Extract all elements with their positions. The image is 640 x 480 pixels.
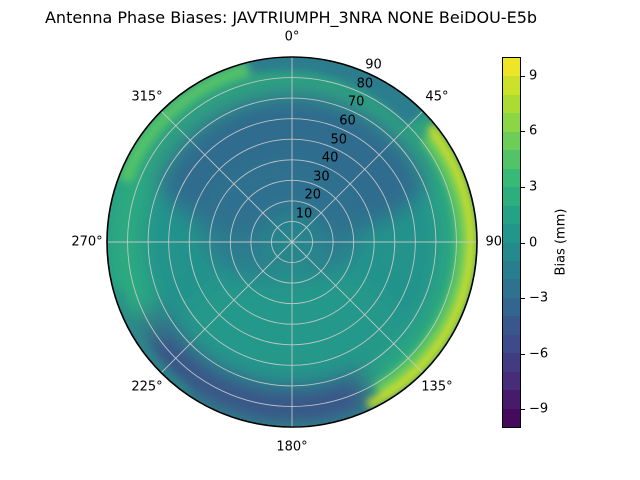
colorbar-band bbox=[503, 242, 520, 261]
colorbar-tick-label: −9 bbox=[529, 401, 549, 417]
theta-label: 45° bbox=[425, 89, 449, 105]
theta-label: 135° bbox=[421, 379, 453, 395]
colorbar bbox=[502, 57, 521, 428]
colorbar-tick-mark bbox=[521, 75, 525, 77]
colorbar-gradient bbox=[503, 58, 520, 428]
r-tick-label: 30 bbox=[313, 169, 330, 185]
contour-south-edge-arc bbox=[114, 288, 192, 397]
theta-label: 225° bbox=[131, 379, 163, 395]
colorbar-tick-mark bbox=[521, 242, 525, 244]
colorbar-band bbox=[503, 94, 520, 114]
colorbar-tick-label: −3 bbox=[529, 290, 549, 306]
colorbar-axis-label: Bias (mm) bbox=[553, 208, 569, 276]
r-tick-label: 90 bbox=[365, 57, 382, 73]
r-tick-label: 50 bbox=[330, 132, 348, 148]
r-tick-label: 60 bbox=[339, 113, 356, 129]
theta-label: 0° bbox=[284, 29, 300, 45]
colorbar-tick-mark bbox=[521, 186, 525, 188]
colorbar-band bbox=[503, 131, 520, 151]
colorbar-tick-mark bbox=[521, 131, 525, 133]
colorbar-tick-label: 9 bbox=[529, 68, 538, 84]
contour-rim-regions bbox=[114, 57, 477, 410]
colorbar-tick-mark bbox=[521, 409, 525, 411]
colorbar-band bbox=[503, 371, 520, 391]
theta-gridline bbox=[160, 241, 293, 374]
colorbar-band bbox=[503, 279, 520, 298]
colorbar-band bbox=[503, 297, 520, 317]
contour-east-green-arc bbox=[373, 131, 472, 398]
colorbar-band bbox=[503, 260, 520, 280]
theta-gridline bbox=[291, 241, 424, 374]
contour-north-rim-arc bbox=[244, 57, 425, 127]
r-tick-label: 40 bbox=[321, 150, 339, 166]
colorbar-tick-mark bbox=[521, 298, 525, 300]
theta-label: 180° bbox=[276, 439, 308, 455]
colorbar-tick-label: 0 bbox=[529, 235, 538, 250]
colorbar-band bbox=[503, 187, 520, 206]
colorbar-band bbox=[503, 334, 520, 354]
r-tick-label: 10 bbox=[295, 206, 313, 222]
colorbar-tick-label: −6 bbox=[529, 346, 549, 362]
colorbar-band bbox=[503, 390, 520, 409]
colorbar-band bbox=[503, 316, 520, 335]
polar-gridlines bbox=[107, 57, 477, 427]
contour-south-navy-arc bbox=[143, 328, 369, 423]
r-tick-label: 70 bbox=[347, 94, 365, 110]
theta-label: 270° bbox=[71, 234, 103, 250]
colorbar-band bbox=[503, 408, 520, 428]
colorbar-band bbox=[503, 150, 520, 169]
r-tick-label: 80 bbox=[356, 76, 374, 92]
theta-label: 315° bbox=[131, 89, 163, 105]
colorbar-band bbox=[503, 113, 520, 132]
colorbar-band bbox=[503, 224, 520, 243]
colorbar-band bbox=[503, 76, 520, 95]
contour-east-yellow-arc bbox=[366, 123, 477, 410]
colorbar-tick-label: 3 bbox=[529, 179, 538, 195]
colorbar-band bbox=[503, 168, 520, 188]
colorbar-band bbox=[503, 353, 520, 372]
chart-title: Antenna Phase Biases: JAVTRIUMPH_3NRA NO… bbox=[44, 8, 538, 27]
r-tick-label: 20 bbox=[304, 187, 322, 203]
polar-spine bbox=[106, 56, 478, 428]
colorbar-band bbox=[503, 58, 520, 77]
contour-nw-green-arc bbox=[118, 59, 262, 184]
theta-gridline bbox=[160, 110, 293, 243]
colorbar-tick-mark bbox=[521, 353, 525, 355]
colorbar-tick-label: 6 bbox=[529, 123, 538, 139]
theta-gridline bbox=[291, 110, 424, 243]
colorbar-band bbox=[503, 205, 520, 225]
